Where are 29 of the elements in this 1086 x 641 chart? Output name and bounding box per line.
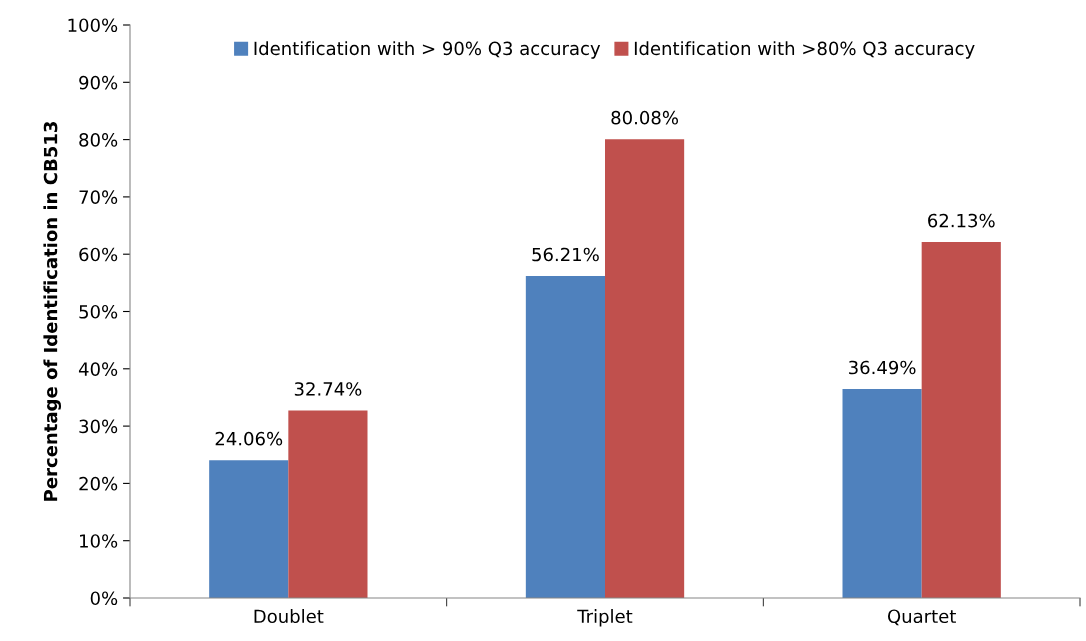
- y-tick-label: 10%: [80, 534, 118, 548]
- legend-label: Identification with >80% Q3 accuracy: [634, 41, 975, 59]
- y-tick-label: 40%: [78, 362, 118, 376]
- data-label: 62.13%: [928, 213, 995, 228]
- x-tick-label: Triplet: [577, 609, 633, 627]
- y-tick-label: 80%: [79, 133, 118, 147]
- y-tick-label: 70%: [79, 190, 118, 205]
- y-tick-label: 0%: [90, 591, 118, 606]
- bar: [525, 275, 605, 598]
- y-tick-label: 50%: [79, 304, 118, 319]
- y-tick-label: 100%: [68, 18, 118, 33]
- data-label: 56.21%: [532, 247, 599, 262]
- data-label: 32.74%: [294, 382, 362, 396]
- y-tick-label: 90%: [79, 75, 118, 90]
- y-tick-label: 60%: [79, 247, 118, 262]
- data-label: 36.49%: [849, 360, 916, 375]
- bar: [209, 460, 289, 598]
- bar: [842, 388, 922, 598]
- y-axis-title: Percentage of Identification in CB513: [43, 121, 62, 501]
- legend-label: Identification with > 90% Q3 accuracy: [254, 41, 601, 59]
- bar: [921, 242, 1001, 598]
- bar: [605, 139, 685, 598]
- data-label: 80.08%: [611, 110, 679, 125]
- y-tick-label: 30%: [79, 419, 118, 434]
- y-tick-label: 20%: [79, 476, 118, 491]
- x-tick-label: Quartet: [887, 609, 956, 626]
- bar: [288, 410, 368, 598]
- data-label: 24.06%: [215, 431, 283, 446]
- x-tick-label: Doublet: [254, 609, 324, 624]
